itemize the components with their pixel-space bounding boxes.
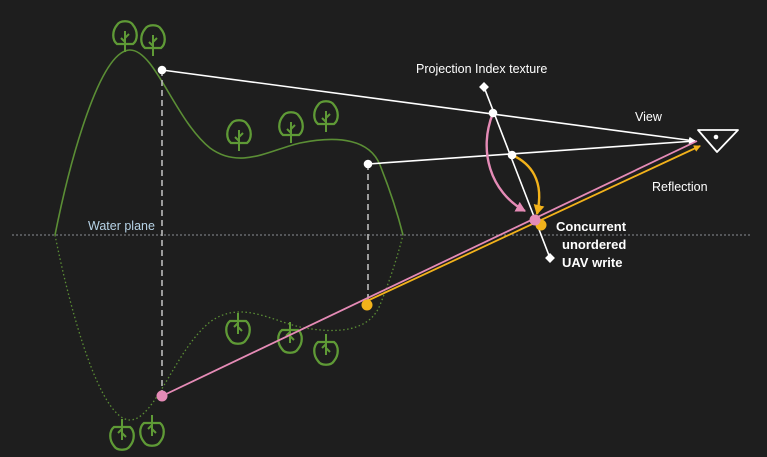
tree-icon — [112, 20, 138, 54]
projection-texture-label: Projection Index texture — [416, 62, 547, 76]
view-label: View — [635, 110, 663, 124]
terrain-outline — [54, 49, 404, 236]
concurrent-label-line-1: Concurrent — [556, 219, 627, 234]
projection-texture-end-bottom — [545, 253, 555, 263]
water-plane-label: Water plane — [88, 219, 155, 233]
tree-icon — [139, 413, 165, 447]
orange-curve-arrow — [511, 153, 545, 215]
reflected-point-orange — [361, 299, 373, 311]
reflection-label: Reflection — [652, 180, 708, 194]
reflected-point-pink — [156, 390, 168, 402]
pink-curve-arrow — [485, 112, 526, 213]
view-ray-2 — [367, 137, 696, 165]
reflection-ray-pink — [161, 140, 698, 397]
texture-intersection-1 — [488, 108, 498, 118]
terrain-reflection-outline — [54, 234, 404, 421]
projection-texture-end-top — [479, 82, 489, 92]
tree-icon — [313, 332, 339, 366]
tree-icon — [313, 100, 339, 134]
view-ray-1 — [161, 69, 696, 144]
tree-icon — [225, 311, 251, 345]
tree-icon — [226, 119, 252, 153]
tree-icon — [278, 111, 304, 145]
tree-icon — [140, 24, 166, 58]
terrain-point-2 — [363, 159, 373, 169]
eye-icon — [697, 129, 739, 153]
concurrent-label-line-3: UAV write — [562, 255, 622, 270]
tree-icon — [277, 320, 303, 354]
terrain-point-1 — [157, 65, 167, 75]
concurrent-label-line-2: unordered — [562, 237, 626, 252]
texture-intersection-2 — [507, 150, 517, 160]
tree-icon — [109, 417, 135, 451]
write-point-pink — [529, 214, 541, 226]
